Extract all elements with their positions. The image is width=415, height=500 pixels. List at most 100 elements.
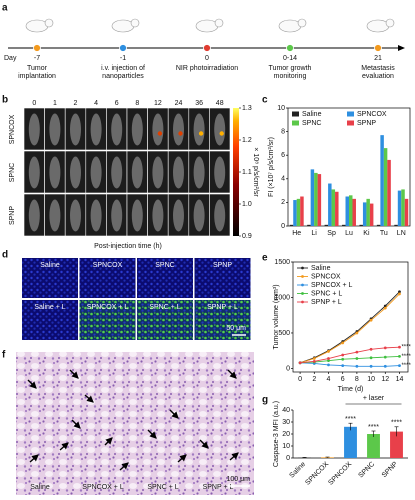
day-label: Day <box>4 55 17 62</box>
point <box>327 359 330 363</box>
x-tick-label: SPNP <box>381 461 400 480</box>
row-label: SPNC <box>9 163 16 182</box>
point <box>398 290 401 294</box>
bar <box>331 189 336 226</box>
histology-label: SPNCOX + L <box>82 484 124 491</box>
mouse-silhouette <box>28 113 40 146</box>
timeline-dot <box>33 44 41 52</box>
bar <box>328 183 332 226</box>
panel-label: d <box>2 250 8 261</box>
point <box>341 341 345 345</box>
tumor-signal <box>178 131 183 136</box>
x-tick-label: 6 <box>341 376 345 383</box>
x-tick-label: Saline <box>289 461 308 480</box>
y-tick-label: 10 <box>277 105 285 112</box>
mouse-silhouette <box>131 113 143 146</box>
legend-marker <box>301 266 304 270</box>
time-label: 0 <box>32 100 36 107</box>
legend-label: Saline <box>302 111 322 118</box>
histology-label: Saline <box>30 484 50 491</box>
time-label: 24 <box>175 100 183 107</box>
event-label: Tumor growth <box>269 65 312 72</box>
bar <box>404 198 409 226</box>
x-tick-label: 2 <box>312 376 316 383</box>
line <box>300 362 400 367</box>
micrograph <box>194 258 251 298</box>
legend-swatch <box>347 111 354 117</box>
legend-marker <box>301 275 304 278</box>
x-tick-label: LN <box>397 230 406 237</box>
mouse-silhouette <box>131 156 143 189</box>
line <box>300 355 400 364</box>
event-label: NIR photoirradiation <box>176 65 238 72</box>
bracket-label: + laser <box>363 395 385 402</box>
mouse-silhouette <box>193 156 205 189</box>
timeline-dot <box>203 44 211 52</box>
time-label: 1 <box>53 100 57 107</box>
colorbar-tick-label: 1.1 <box>242 169 252 176</box>
mouse-silhouette <box>214 113 226 146</box>
timeline-dot <box>374 44 382 52</box>
mouse-head <box>130 18 140 28</box>
timeline-arrow <box>398 45 405 51</box>
point <box>298 361 302 365</box>
point <box>341 353 345 357</box>
panel-label: c <box>262 95 268 106</box>
y-axis-label: FI (×10⁷ p/s/cm²/sr) <box>268 137 275 197</box>
point <box>369 318 373 322</box>
event-label: Metastasis <box>361 65 395 72</box>
mouse-icon <box>366 19 390 33</box>
micrograph-label: SPNC + L <box>149 304 180 311</box>
bar <box>366 198 370 226</box>
significance: **** <box>391 420 402 427</box>
mouse-head <box>297 18 307 28</box>
x-tick-label: SPNC <box>358 461 377 480</box>
y-tick-label: 30 <box>282 419 290 426</box>
day-value: -1 <box>120 55 126 62</box>
x-tick-label: SPNCOX <box>304 461 330 487</box>
bar <box>369 203 374 226</box>
event-label: i.v. injection of <box>101 65 145 72</box>
bar <box>359 224 363 226</box>
x-axis-label: Post-injection time (h) <box>94 243 162 250</box>
timeline-dot <box>119 44 127 52</box>
mouse-silhouette <box>28 199 40 232</box>
point <box>369 347 373 351</box>
event-label: monitoring <box>274 73 307 80</box>
y-tick-label: 10 <box>282 443 290 450</box>
colorbar <box>233 108 239 236</box>
point <box>369 356 373 360</box>
y-tick-label: 1000 <box>274 294 290 301</box>
y-tick-label: 0 <box>286 455 290 462</box>
bar <box>394 224 398 226</box>
x-tick-label: Li <box>311 230 317 237</box>
event-label: Tumor <box>27 65 48 72</box>
colorbar-label: × 10⁸ p/s/cm²/sr <box>252 147 259 197</box>
micrograph <box>22 258 78 298</box>
bar <box>335 191 339 226</box>
legend-label: SPNCOX <box>357 111 387 118</box>
row-label: SPNCOX <box>9 114 16 144</box>
bar <box>342 224 346 226</box>
timeline-dot <box>286 44 294 52</box>
bar <box>380 135 384 226</box>
y-tick-label: 2 <box>281 199 285 206</box>
x-tick-label: 10 <box>367 376 375 383</box>
mouse-silhouette <box>214 199 226 232</box>
mouse-silhouette <box>28 156 40 189</box>
panel-label: f <box>2 350 6 361</box>
mouse-silhouette <box>90 156 102 189</box>
x-tick-label: 14 <box>396 376 404 383</box>
significance: **** <box>401 345 411 351</box>
mouse-silhouette <box>173 199 184 232</box>
panel-label: a <box>2 3 8 14</box>
y-tick-label: 0 <box>286 365 290 372</box>
bar <box>383 148 388 226</box>
bar <box>324 224 329 226</box>
bar <box>397 190 402 226</box>
mouse-silhouette <box>49 113 61 146</box>
legend-label: SPNP + L <box>311 299 342 306</box>
y-tick-label: 40 <box>282 407 290 414</box>
legend-marker <box>301 283 304 287</box>
point <box>355 364 359 368</box>
